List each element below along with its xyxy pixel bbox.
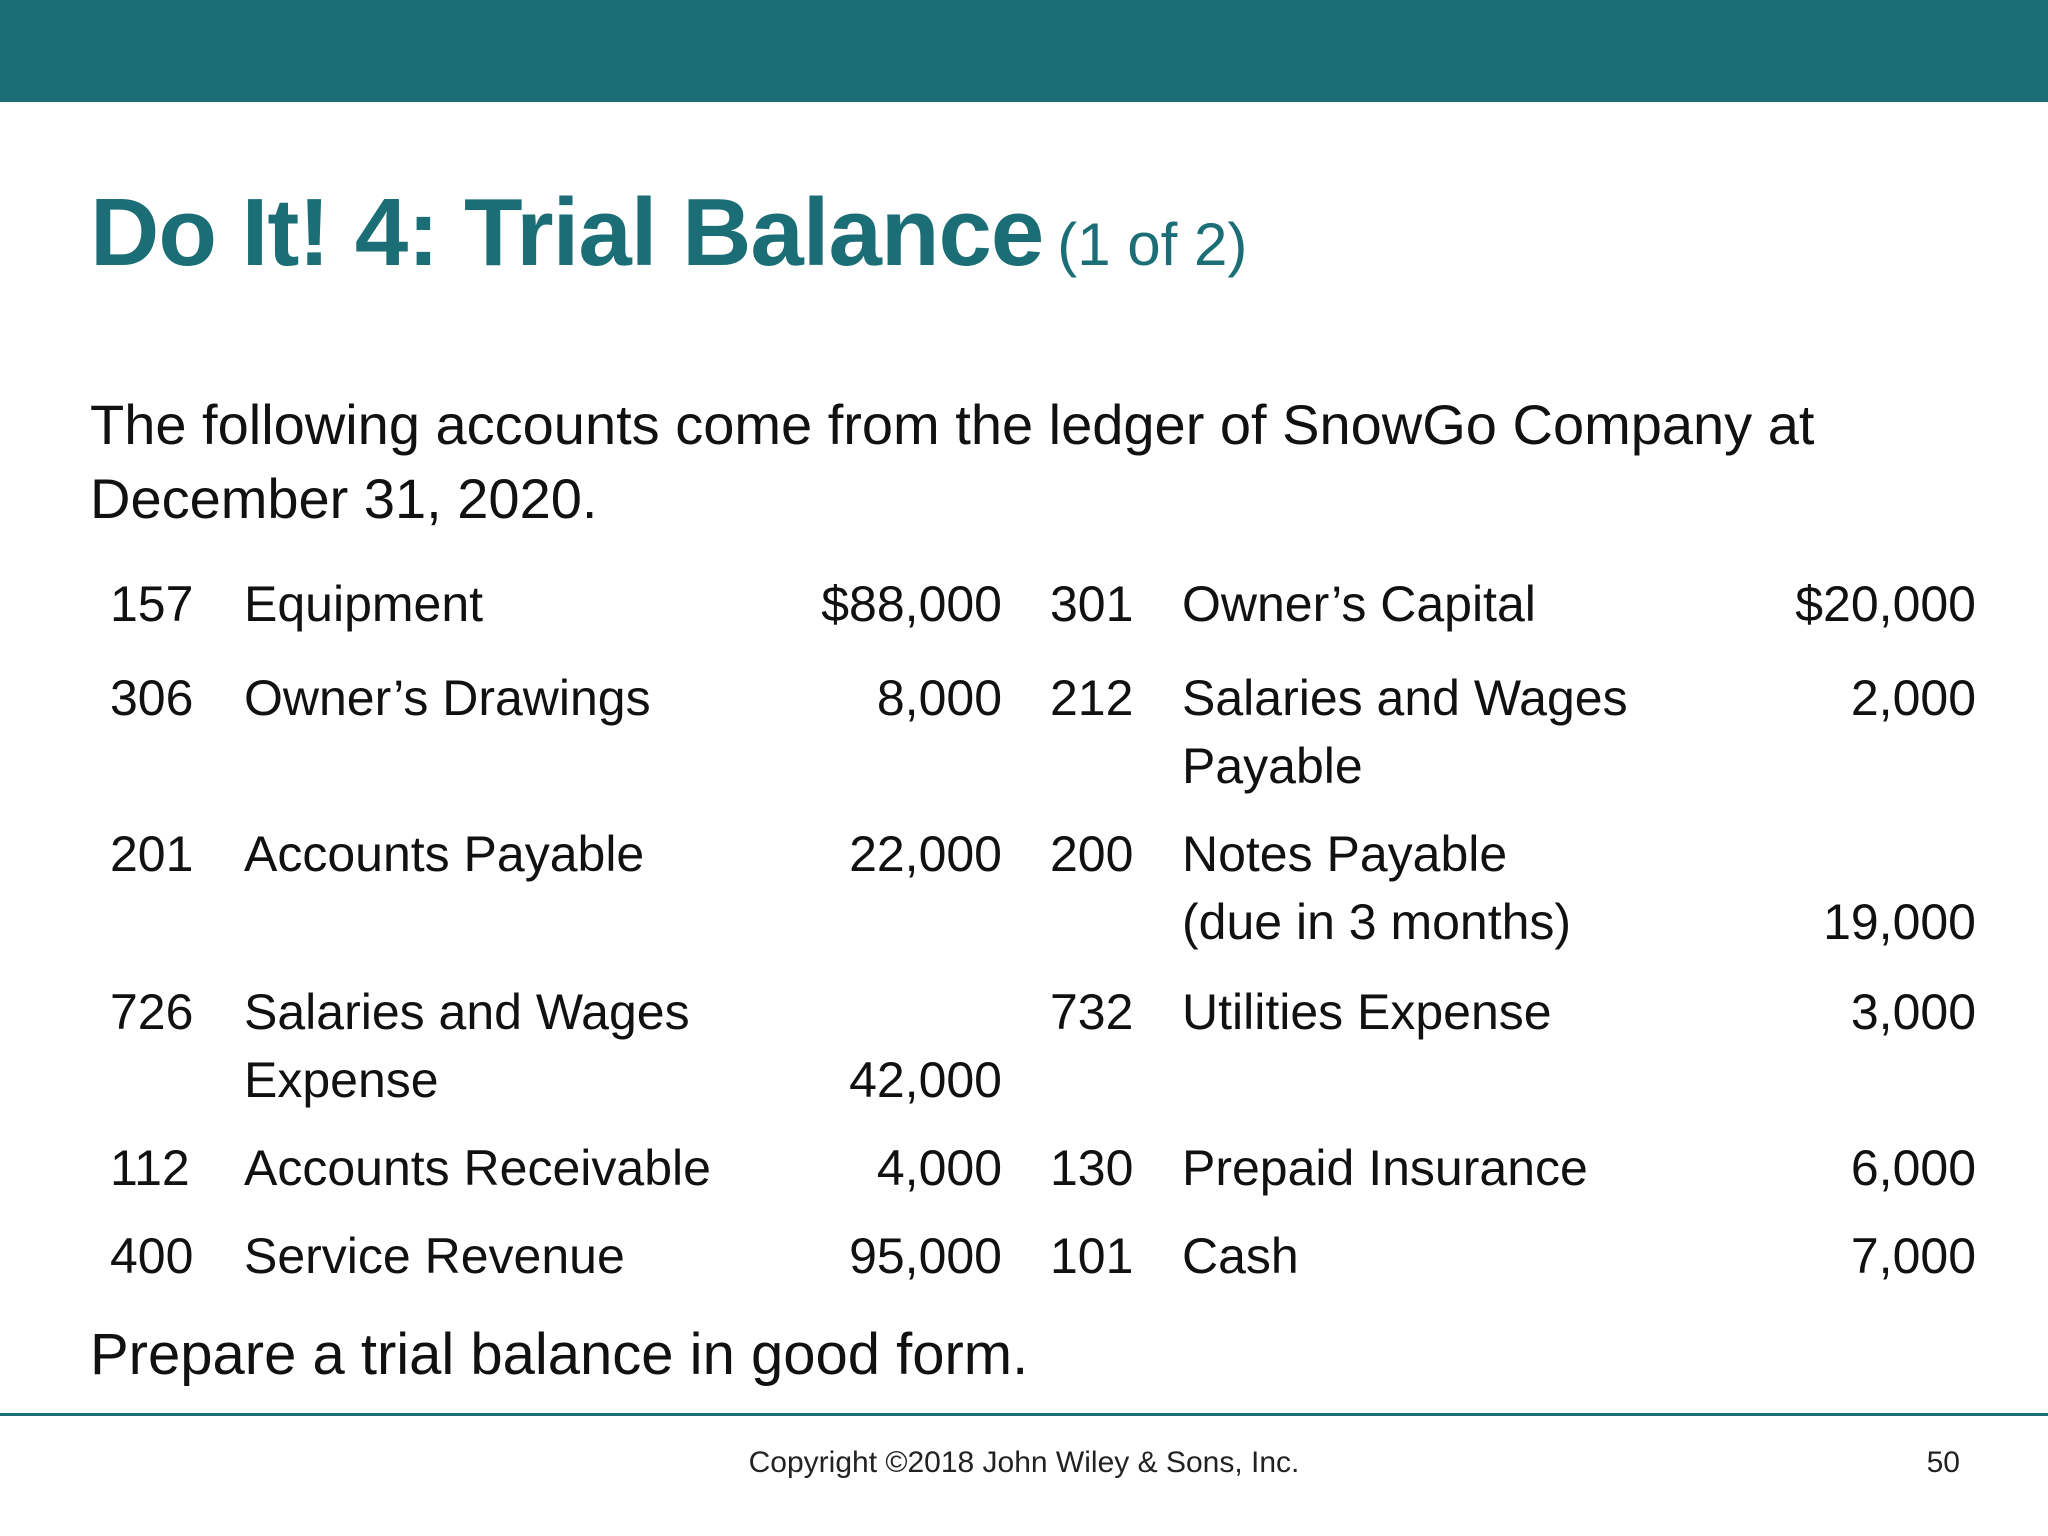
account-number: 157 xyxy=(110,576,194,632)
account-amount: $20,000 xyxy=(1795,576,1976,632)
page-number: 50 xyxy=(1926,1446,1960,1479)
account-amount: 3,000 xyxy=(1850,984,1976,1040)
account-number: 212 xyxy=(1050,670,1134,726)
account-amount: 19,000 xyxy=(1823,894,1976,950)
account-name: Service Revenue xyxy=(244,1228,625,1284)
top-accent-bar xyxy=(0,0,2048,102)
account-name: Salaries and Wages xyxy=(1182,670,1628,726)
account-amount: 7,000 xyxy=(1850,1228,1976,1284)
account-amount: 8,000 xyxy=(876,670,1002,726)
account-name: Accounts Receivable xyxy=(244,1140,711,1196)
account-name-line2: (due in 3 months) xyxy=(1182,894,1572,950)
account-amount: 4,000 xyxy=(876,1140,1002,1196)
account-amount: 22,000 xyxy=(849,826,1002,882)
account-name: Salaries and Wages xyxy=(244,984,690,1040)
account-number: 130 xyxy=(1050,1140,1134,1196)
account-name: Owner’s Drawings xyxy=(244,670,651,726)
account-number: 112 xyxy=(110,1140,190,1196)
slide-title-sub: (1 of 2) xyxy=(1057,211,1248,278)
copyright-text: Copyright ©2018 John Wiley & Sons, Inc. xyxy=(748,1446,1300,1479)
footer-divider xyxy=(0,1413,2048,1416)
account-name: Utilities Expense xyxy=(1182,984,1552,1040)
account-amount: 95,000 xyxy=(849,1228,1002,1284)
account-number: 306 xyxy=(110,670,194,726)
account-amount: 2,000 xyxy=(1850,670,1976,726)
account-name: Owner’s Capital xyxy=(1182,576,1536,632)
intro-text: The following accounts come from the led… xyxy=(90,393,1815,530)
account-name-line2: Expense xyxy=(244,1052,439,1108)
account-name: Equipment xyxy=(244,576,484,632)
account-name: Prepaid Insurance xyxy=(1182,1140,1588,1196)
account-amount: 42,000 xyxy=(849,1052,1002,1108)
account-name: Accounts Payable xyxy=(244,826,645,882)
account-number: 726 xyxy=(110,984,194,1040)
account-number: 201 xyxy=(110,826,194,882)
account-number: 400 xyxy=(110,1228,194,1284)
account-amount: $88,000 xyxy=(821,576,1002,632)
account-amount: 6,000 xyxy=(1850,1140,1976,1196)
account-number: 301 xyxy=(1050,576,1134,632)
slide-title-main: Do It! 4: Trial Balance xyxy=(90,179,1044,286)
account-number: 732 xyxy=(1050,984,1134,1040)
account-name-line2: Payable xyxy=(1182,738,1363,794)
instruction-text: Prepare a trial balance in good form. xyxy=(90,1322,1029,1387)
account-number: 101 xyxy=(1050,1228,1134,1284)
account-name: Notes Payable xyxy=(1182,826,1508,882)
slide-title: Do It! 4: Trial Balance (1 of 2) xyxy=(90,178,1247,288)
account-name: Cash xyxy=(1182,1228,1299,1284)
account-number: 200 xyxy=(1050,826,1134,882)
